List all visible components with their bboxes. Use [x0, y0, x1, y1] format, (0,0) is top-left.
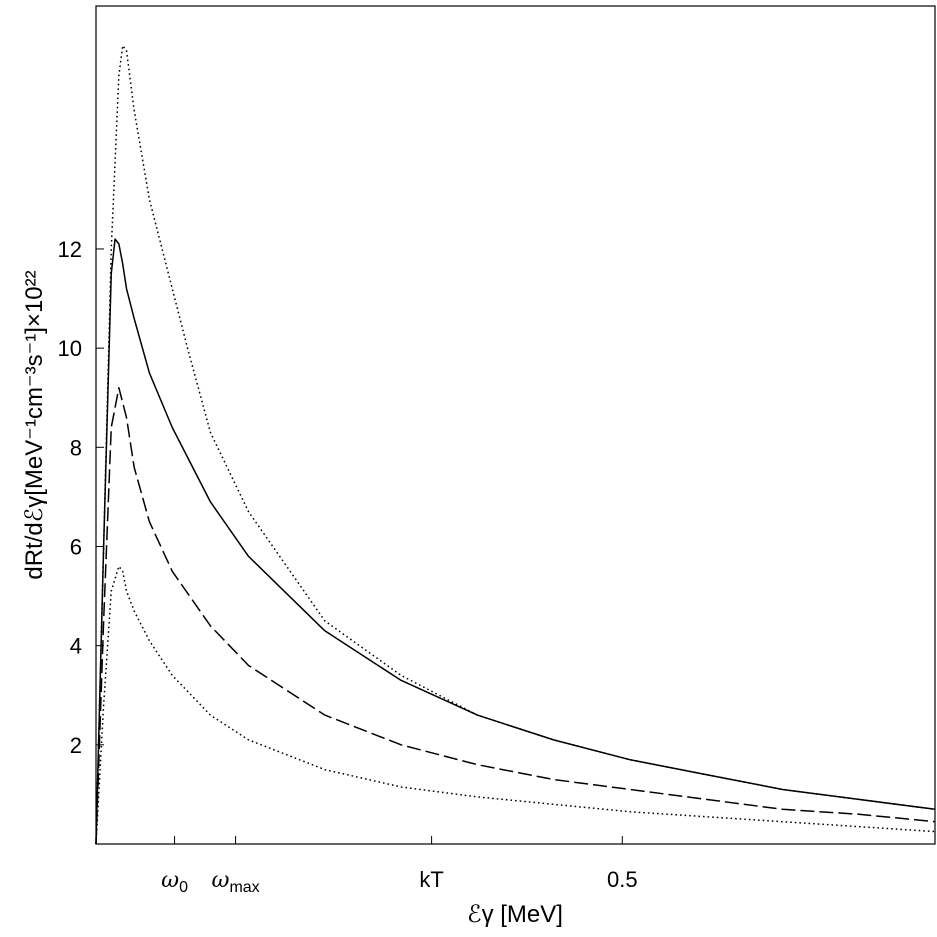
series-layer — [95, 44, 936, 845]
series-line-3 — [95, 387, 936, 845]
x-axis-title: ℰγ [MeV] — [467, 901, 563, 928]
x-tick-label-0: ω0 — [161, 868, 188, 896]
y-tick-label-1: 4 — [70, 634, 82, 659]
plot-frame — [95, 5, 936, 845]
x-tick-label-3: 0.5 — [607, 867, 638, 892]
series-line-4 — [95, 565, 936, 845]
y-tick-label-3: 8 — [70, 435, 82, 460]
x-tick-label-2: kT — [419, 867, 443, 892]
y-tick-label-2: 6 — [70, 534, 82, 559]
ticks-layer: 2 4 6 8 10 12 ω0 ωmax kT 0.5 — [58, 237, 638, 896]
x-tick-label-1: ωmax — [211, 868, 259, 896]
series-line-2 — [95, 238, 936, 845]
y-tick-label-0: 2 — [70, 733, 82, 758]
series-line-1 — [95, 44, 936, 845]
y-axis-title: dRt/dℰγ[MeV⁻¹cm⁻³s⁻¹]×10²² — [21, 270, 48, 579]
y-tick-label-5: 12 — [58, 237, 82, 262]
y-tick-label-4: 10 — [58, 336, 82, 361]
